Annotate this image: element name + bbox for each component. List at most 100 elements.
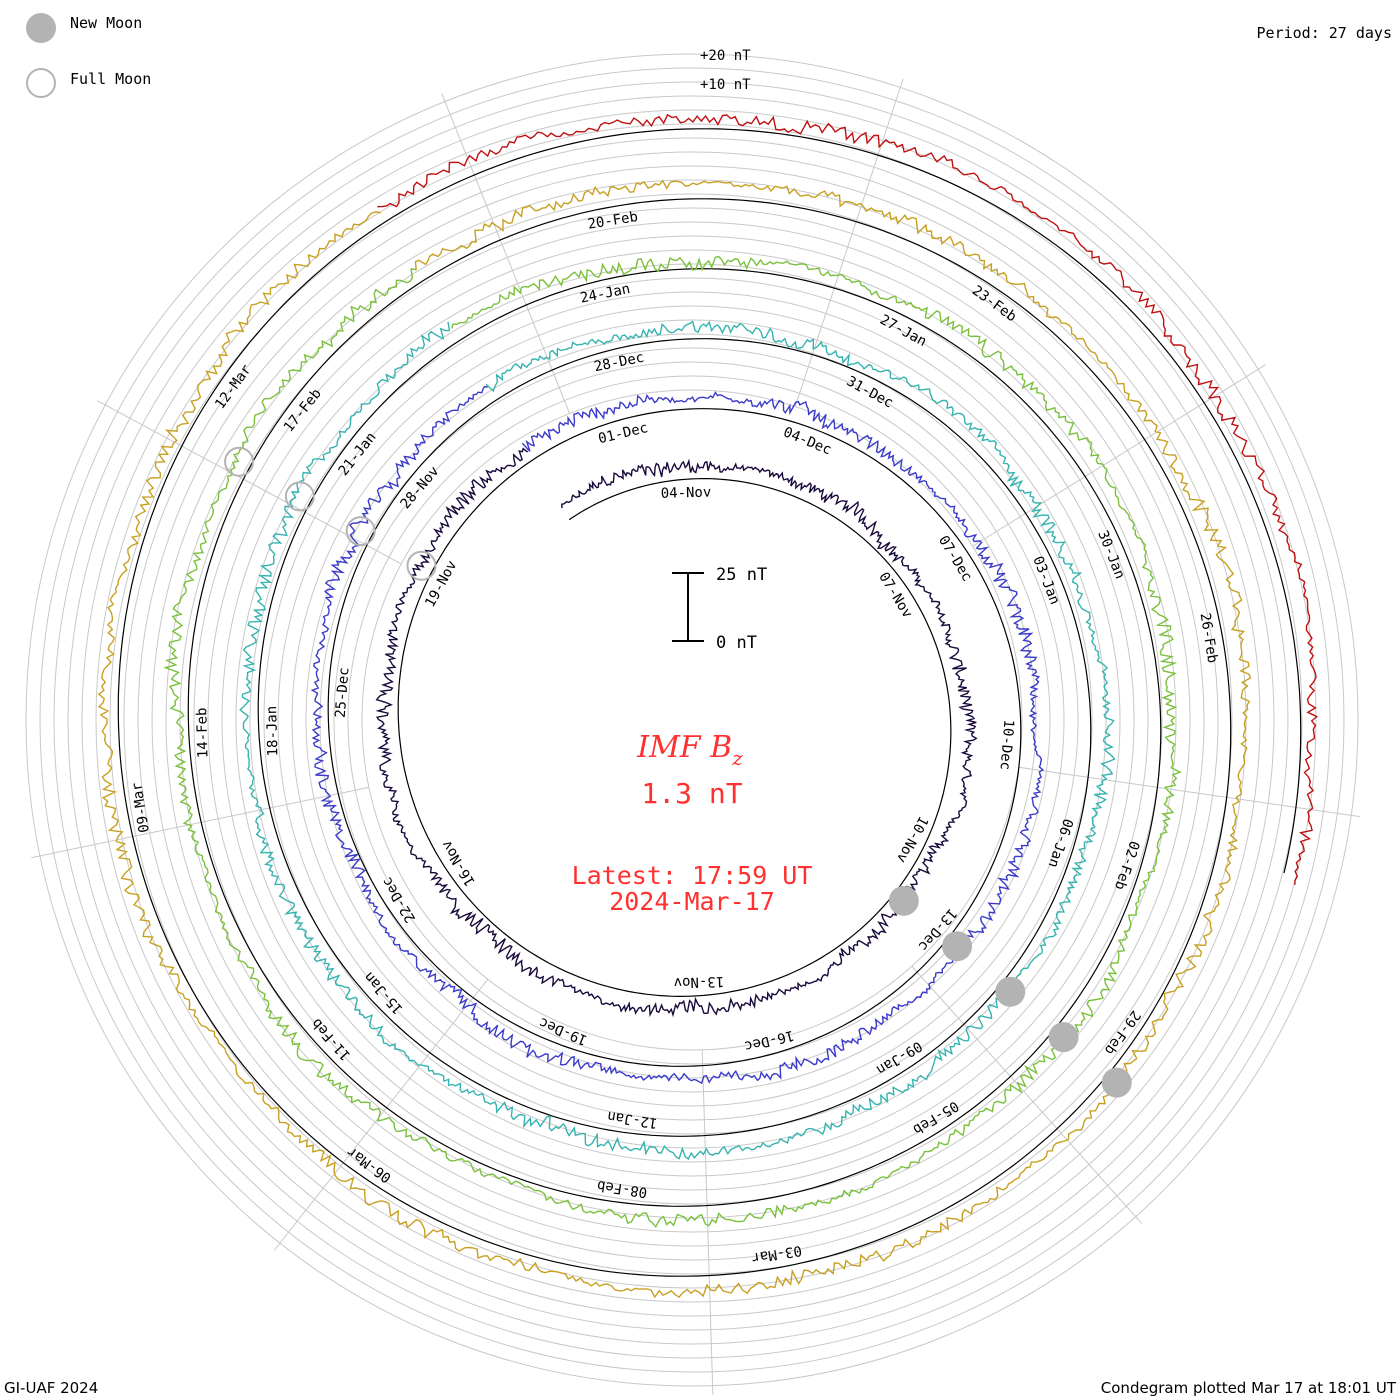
scale-bar: 25 nT 0 nT (672, 565, 767, 653)
series-line-turn-0 (375, 447, 978, 1018)
current-value: 1.3 nT (641, 777, 742, 810)
new-moon-marker (1101, 1067, 1132, 1098)
new-moon-marker (1048, 1022, 1079, 1053)
latest-time: Latest: 17:59 UT (572, 861, 813, 890)
grid-spoke (794, 78, 904, 407)
new-moon-marker (995, 976, 1026, 1007)
date-label: 10-Nov (893, 813, 931, 865)
scale-label-20: +20 nT (700, 48, 751, 64)
grid-circle (53, 81, 1331, 1359)
date-label: 01-Dec (597, 420, 650, 447)
grid-circle (319, 347, 1065, 1093)
grid-layer (25, 53, 1361, 1395)
date-label: 08-Feb (596, 1177, 648, 1200)
grid-circle (235, 263, 1149, 1177)
grid-circle (39, 67, 1345, 1373)
date-label: 10-Dec (997, 719, 1017, 771)
grid-circle (123, 151, 1261, 1289)
grid-spoke (31, 786, 370, 859)
date-label: 19-Dec (537, 1014, 590, 1048)
full-moon-marker (224, 446, 255, 477)
date-label: 27-Jan (877, 312, 929, 350)
date-label: 21-Jan (336, 429, 380, 479)
grid-circle (95, 123, 1289, 1317)
date-label: 09-Mar (129, 781, 153, 833)
date-label: 03-Mar (750, 1242, 802, 1266)
date-label: 20-Feb (587, 209, 639, 233)
legend-new-moon-label: New Moon (70, 14, 143, 32)
date-label: 24-Jan (579, 281, 632, 307)
grid-circle (207, 235, 1177, 1205)
date-label: 28-Dec (593, 350, 646, 376)
grid-circle (277, 305, 1107, 1135)
full-moon-legend-icon (26, 68, 56, 98)
date-label: 14-Feb (194, 707, 211, 758)
grid-circle (179, 207, 1205, 1233)
date-label: 07-Nov (875, 570, 915, 621)
series-line-turn-4 (97, 179, 1252, 1299)
date-label: 25-Dec (333, 667, 353, 719)
plotted-timestamp: Condegram plotted Mar 17 at 18:01 UT (1100, 1379, 1396, 1397)
latest-date: 2024-Mar-17 (609, 887, 775, 916)
grid-circle (305, 333, 1079, 1107)
grid-circle (25, 53, 1359, 1387)
grid-spoke (97, 400, 402, 565)
new-moon-legend-icon (26, 13, 56, 43)
series-layer (97, 113, 1319, 1299)
grid-circle (263, 291, 1121, 1149)
grid-spoke (911, 965, 1143, 1224)
credit-label: GI-UAF 2024 (4, 1379, 99, 1397)
period-label: Period: 27 days (1256, 24, 1392, 42)
date-label: 16-Nov (439, 837, 479, 888)
grid-circle (193, 221, 1191, 1219)
grid-spoke (701, 1049, 714, 1395)
full-moon-marker (284, 481, 315, 512)
grid-circle (81, 109, 1303, 1331)
moon-markers-layer (224, 446, 1132, 1098)
date-label: 19-Nov (422, 558, 460, 610)
grid-circle (333, 361, 1051, 1079)
grid-circle (361, 389, 1023, 1051)
scale-bar-bottom-label: 0 nT (716, 633, 757, 653)
grid-circle (249, 277, 1135, 1163)
date-label: 13-Nov (673, 973, 724, 990)
grid-spoke (1018, 766, 1361, 818)
date-label: 03-Jan (1029, 554, 1062, 607)
full-moon-marker (406, 550, 437, 581)
full-moon-marker (345, 516, 376, 547)
date-label: 28-Nov (398, 463, 443, 512)
grid-circle (137, 165, 1247, 1275)
date-label: 31-Dec (844, 373, 896, 411)
date-label: 12-Mar (212, 362, 255, 412)
new-moon-marker (888, 885, 919, 916)
grid-circle (67, 95, 1317, 1345)
grid-circle (221, 249, 1163, 1191)
grid-circle (165, 193, 1219, 1247)
grid-circle (291, 319, 1093, 1121)
date-label: 22-Dec (379, 874, 419, 925)
zero-baseline-spiral (117, 128, 1302, 1277)
scale-label-10: +10 nT (700, 77, 751, 93)
series-line-turn-5 (377, 113, 1319, 885)
grid-spoke (273, 978, 489, 1251)
date-label: 04-Nov (661, 485, 712, 502)
date-label: 17-Feb (281, 386, 325, 436)
series-line-turn-3 (163, 255, 1182, 1228)
series-line-turn-1 (310, 385, 1045, 1085)
date-label: 30-Jan (1094, 528, 1127, 581)
grid-spoke (972, 364, 1267, 547)
date-label: 09-Jan (873, 1038, 924, 1078)
grid-circle (347, 375, 1037, 1065)
grid-spoke (441, 92, 571, 414)
date-label: 12-Jan (606, 1108, 658, 1131)
date-label: 26-Feb (1197, 612, 1221, 664)
scale-bar-top-label: 25 nT (716, 565, 767, 585)
legend-full-moon-label: Full Moon (70, 70, 152, 88)
series-line-turn-2 (239, 320, 1116, 1161)
date-label: 05-Feb (910, 1097, 961, 1137)
new-moon-marker (942, 931, 973, 962)
grid-circle (109, 137, 1275, 1303)
date-label: 04-Dec (781, 424, 834, 458)
chart-title: IMF Bz (636, 730, 743, 770)
